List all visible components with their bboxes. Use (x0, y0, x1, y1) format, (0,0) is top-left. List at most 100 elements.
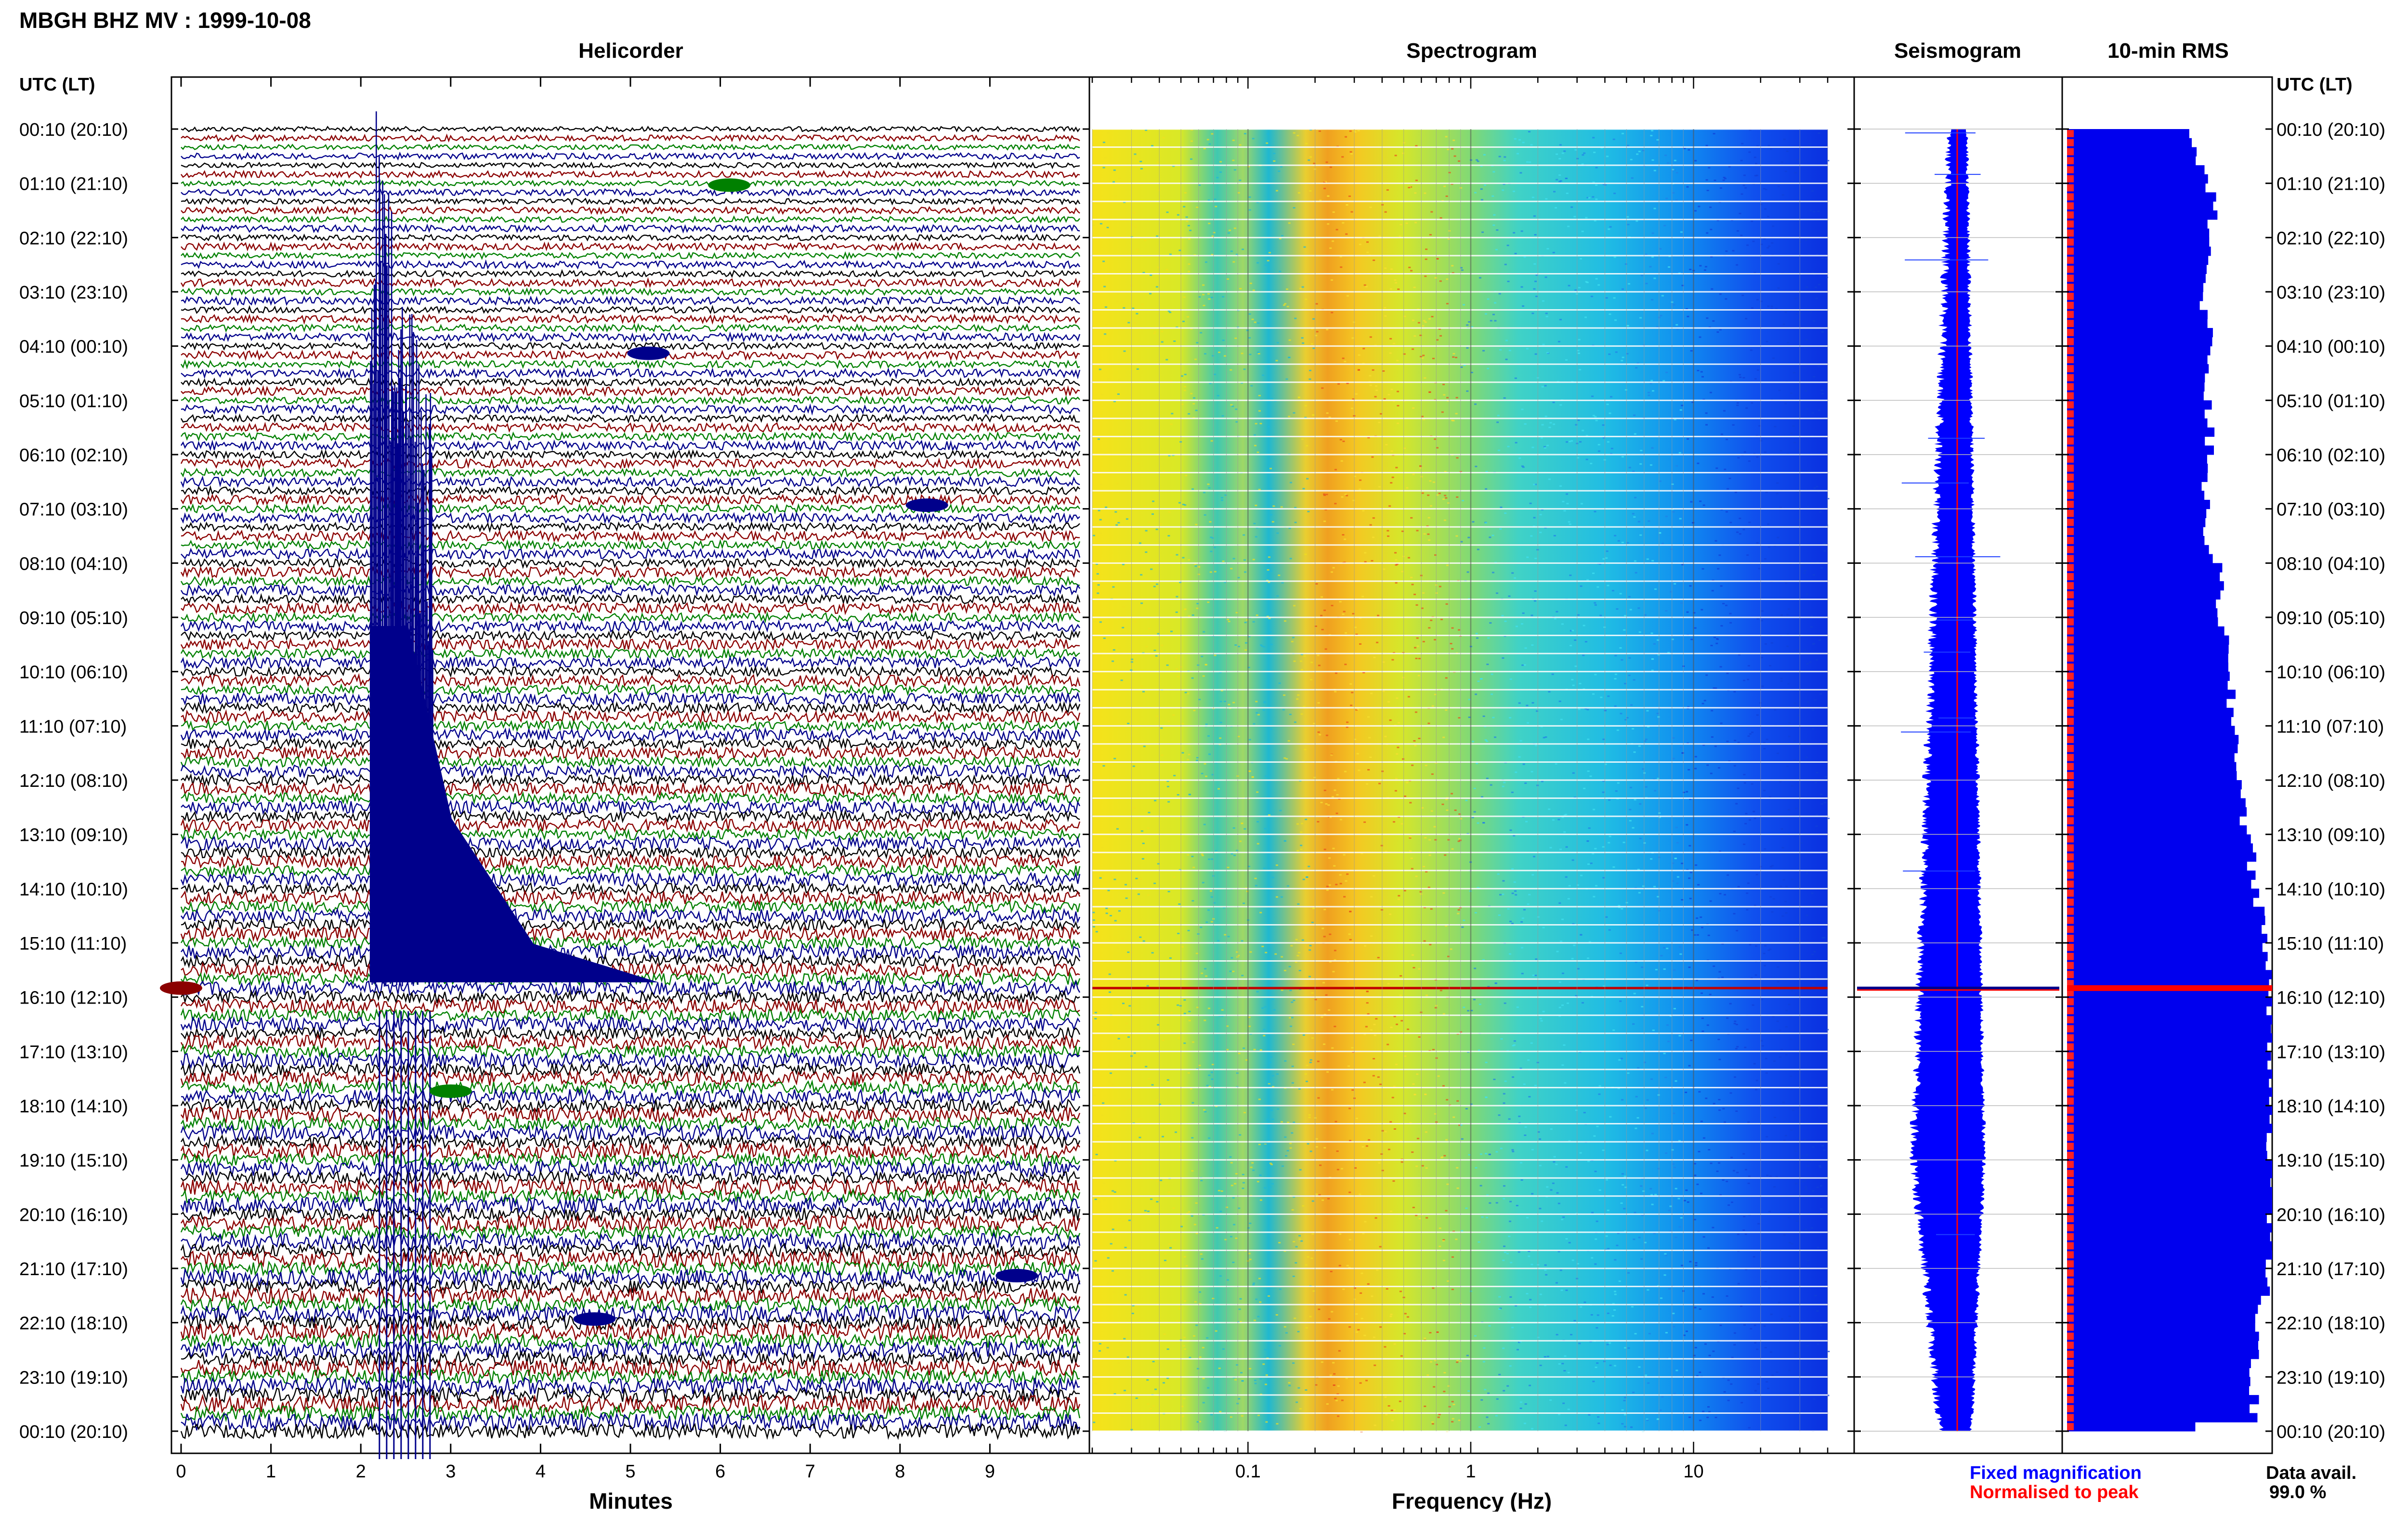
spectrogram-speckle (1434, 1007, 1437, 1009)
spectrogram-speckle (1264, 1187, 1267, 1189)
spectrogram-speckle (1639, 463, 1642, 465)
spectrogram-speckle (1782, 879, 1785, 881)
spectrogram-speckle (1688, 877, 1691, 879)
spectrogram-speckle (1695, 1265, 1698, 1266)
spectrogram-speckle (1168, 1243, 1171, 1245)
spectrogram-speckle (1675, 199, 1678, 201)
spectrogram-speckle (1263, 1035, 1266, 1037)
spectrogram-speckle (1321, 1016, 1323, 1018)
right-time-label: 04:10 (00:10) (2277, 337, 2385, 357)
spectrogram-speckle (1529, 502, 1532, 504)
spectrogram-speckle (1451, 419, 1454, 421)
spectrogram-speckle (1263, 1029, 1266, 1031)
spectrogram-speckle (1524, 647, 1527, 649)
spectrogram-speckle (1232, 261, 1235, 263)
spectrogram-speckle (1237, 954, 1240, 956)
spectrogram-speckle (1248, 865, 1251, 867)
spectrogram-speckle (1468, 717, 1471, 718)
spectrogram-speckle (1234, 1379, 1237, 1381)
spectrogram-speckle (1724, 1121, 1726, 1123)
spectrogram-speckle (1503, 1093, 1505, 1095)
spectrogram-speckle (1441, 803, 1444, 805)
spectrogram-speckle (1282, 709, 1285, 711)
spectrogram-speckle (1461, 1230, 1464, 1232)
spectrogram-speckle (1807, 1165, 1810, 1167)
spectrogram-speckle (1714, 180, 1716, 181)
spectrogram-speckle (1237, 577, 1240, 579)
spectrogram-speckle (1436, 447, 1439, 449)
spectrogram-speckle (1520, 1179, 1523, 1181)
spectrogram-speckle (1700, 371, 1703, 373)
spectrogram-speckle (1202, 1377, 1205, 1379)
spectrogram-speckle (1412, 1083, 1415, 1085)
spectrogram-speckle (1602, 877, 1605, 879)
spectrogram-speckle (1562, 1402, 1565, 1404)
rms-normalised-bar (2067, 654, 2074, 662)
figure-title: MBGH BHZ MV : 1999-10-08 (19, 8, 311, 33)
spectrogram-speckle (1406, 1316, 1409, 1318)
spectrogram-speckle (1754, 1324, 1756, 1326)
spectrogram-speckle (1116, 483, 1119, 484)
spectrogram-speckle (1301, 337, 1304, 339)
spectrogram-speckle (1448, 1406, 1451, 1408)
spectrogram-speckle (1211, 774, 1214, 776)
spectrogram-speckle (1174, 148, 1177, 150)
rms-normalised-bar (2067, 437, 2074, 445)
rms-normalised-bar (2067, 781, 2074, 788)
spectrogram-speckle (1738, 654, 1741, 656)
spectrogram-speckle (1359, 643, 1361, 645)
spectrogram-speckle (1561, 152, 1564, 154)
helicorder-trace (180, 1394, 1081, 1415)
spectrogram-speckle (1283, 757, 1286, 759)
spectrogram-speckle (1519, 1408, 1522, 1410)
spectrogram-speckle (1780, 886, 1782, 888)
spectrogram-speckle (1765, 643, 1767, 645)
spectrogram-speckle (1657, 1168, 1660, 1170)
spectrogram-speckle (1297, 1387, 1300, 1389)
spectrogram-speckle (1498, 1114, 1501, 1116)
spectrogram-speckle (1372, 536, 1374, 538)
spectrogram-speckle (1368, 1139, 1371, 1141)
spectrogram-speckle (1674, 583, 1676, 585)
spectrogram-speckle (1815, 978, 1818, 979)
spectrogram-speckle (1715, 467, 1718, 469)
spectrogram-speckle (1195, 1202, 1198, 1204)
spectrogram-speckle (1272, 1086, 1275, 1088)
spectrogram-speckle (1121, 329, 1124, 331)
spectrogram-speckle (1206, 139, 1209, 141)
spectrogram-speckle (1499, 349, 1502, 351)
spectrogram-speckle (1672, 511, 1675, 513)
spectrogram-speckle (1702, 504, 1705, 506)
spectrogram-speckle (1726, 1180, 1728, 1182)
spectrogram-speckle (1509, 921, 1512, 922)
spectrogram-speckle (1443, 519, 1446, 521)
spectrogram-speckle (1750, 977, 1753, 979)
spectrogram-speckle (1752, 240, 1755, 242)
spectrogram-speckle (1515, 626, 1518, 627)
spectrogram-speckle (1102, 1102, 1105, 1104)
spectrogram-speckle (1135, 404, 1138, 405)
spectrogram-speckle (1678, 1035, 1681, 1037)
spectrogram-speckle (1254, 1379, 1256, 1381)
spectrogram-speckle (1117, 583, 1120, 585)
spectrogram-speckle (1607, 695, 1610, 697)
rms-bar (2067, 717, 2231, 726)
rms-bar (2067, 1160, 2272, 1169)
spectrogram-speckle (1753, 1063, 1756, 1065)
spectrogram-speckle (1703, 700, 1706, 702)
rms-bar (2067, 644, 2229, 654)
spectrogram-speckle (1389, 1316, 1392, 1318)
spectrogram-speckle (1644, 1107, 1647, 1109)
spectrogram-speckle (1113, 1393, 1116, 1395)
spectrogram-speckle (1736, 402, 1739, 404)
spectrogram-speckle (1629, 809, 1632, 810)
spectrogram-speckle (1273, 153, 1276, 155)
spectrogram-speckle (1721, 943, 1724, 945)
spectrogram-speckle (1283, 694, 1286, 696)
spectrogram-speckle (1823, 1149, 1826, 1151)
spectrogram-speckle (1222, 1348, 1225, 1350)
spectrogram-speckle (1146, 1379, 1149, 1381)
spectrogram-speckle (1732, 250, 1735, 252)
spectrogram-speckle (1603, 1360, 1606, 1362)
